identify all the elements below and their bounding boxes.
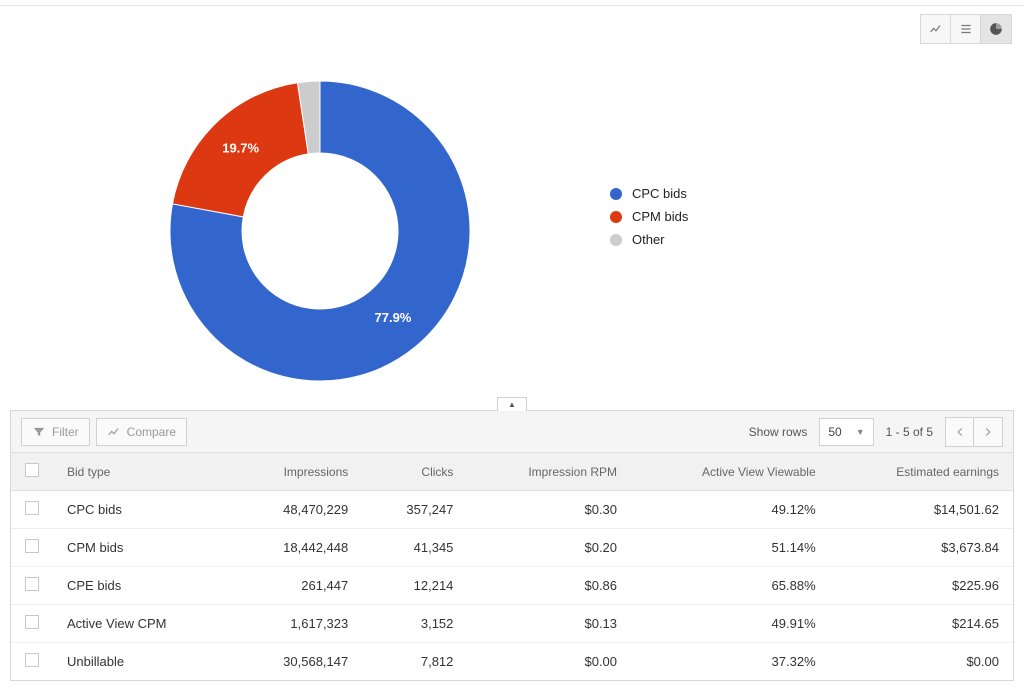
cell: 1,617,323 <box>232 605 363 643</box>
compare-label: Compare <box>127 425 176 439</box>
toolbar-right: Show rows 50 ▼ 1 - 5 of 5 <box>749 417 1003 447</box>
chart-area: 77.9% 19.7% CPC bids CPM bids Other <box>0 6 1024 396</box>
col-rpm[interactable]: Impression RPM <box>467 453 631 491</box>
table-row: CPC bids48,470,229357,247$0.3049.12%$14,… <box>11 491 1013 529</box>
cell: Unbillable <box>53 643 232 681</box>
cell: $3,673.84 <box>830 529 1013 567</box>
cell: 12,214 <box>362 567 467 605</box>
show-rows-label: Show rows <box>749 425 808 439</box>
cell: 41,345 <box>362 529 467 567</box>
rows-value: 50 <box>828 425 841 439</box>
col-impressions[interactable]: Impressions <box>232 453 363 491</box>
legend-swatch <box>610 188 622 200</box>
cell: 37.32% <box>631 643 830 681</box>
legend-swatch <box>610 211 622 223</box>
donut-label-cpm: 19.7% <box>222 141 259 156</box>
collapse-handle[interactable]: ▲ <box>497 397 527 411</box>
cell: $0.00 <box>830 643 1013 681</box>
row-checkbox[interactable] <box>25 653 39 667</box>
next-page-button[interactable] <box>974 418 1002 446</box>
chevron-left-icon <box>953 425 967 439</box>
cell: 48,470,229 <box>232 491 363 529</box>
table-header-row: Bid type Impressions Clicks Impression R… <box>11 453 1013 491</box>
col-bid-type[interactable]: Bid type <box>53 453 232 491</box>
col-clicks[interactable]: Clicks <box>362 453 467 491</box>
row-checkbox-cell <box>11 567 53 605</box>
legend-label: CPC bids <box>632 186 687 201</box>
legend-swatch <box>610 234 622 246</box>
filter-label: Filter <box>52 425 79 439</box>
cell: $0.86 <box>467 567 631 605</box>
col-earnings[interactable]: Estimated earnings <box>830 453 1013 491</box>
cell: 30,568,147 <box>232 643 363 681</box>
row-checkbox-cell <box>11 491 53 529</box>
cell: CPC bids <box>53 491 232 529</box>
compare-button[interactable]: Compare <box>96 418 187 446</box>
cell: CPM bids <box>53 529 232 567</box>
cell: 49.12% <box>631 491 830 529</box>
cell: CPE bids <box>53 567 232 605</box>
row-checkbox[interactable] <box>25 615 39 629</box>
cell: 51.14% <box>631 529 830 567</box>
prev-page-button[interactable] <box>946 418 974 446</box>
cell: $0.30 <box>467 491 631 529</box>
row-checkbox-cell <box>11 643 53 681</box>
cell: 261,447 <box>232 567 363 605</box>
table-row: CPM bids18,442,44841,345$0.2051.14%$3,67… <box>11 529 1013 567</box>
row-checkbox-cell <box>11 529 53 567</box>
filter-button[interactable]: Filter <box>21 418 90 446</box>
row-checkbox[interactable] <box>25 577 39 591</box>
table-panel: Filter Compare Show rows 50 ▼ 1 - 5 of 5 <box>10 410 1014 681</box>
cell: 49.91% <box>631 605 830 643</box>
legend-item[interactable]: CPC bids <box>610 186 688 201</box>
legend-item[interactable]: Other <box>610 232 688 247</box>
table-row: Active View CPM1,617,3233,152$0.1349.91%… <box>11 605 1013 643</box>
cell: 357,247 <box>362 491 467 529</box>
pager <box>945 417 1003 447</box>
cell: 7,812 <box>362 643 467 681</box>
chart-legend: CPC bids CPM bids Other <box>610 186 688 255</box>
col-viewable[interactable]: Active View Viewable <box>631 453 830 491</box>
cell: 18,442,448 <box>232 529 363 567</box>
filter-icon <box>32 425 46 439</box>
row-checkbox[interactable] <box>25 501 39 515</box>
row-checkbox-cell <box>11 605 53 643</box>
cell: $225.96 <box>830 567 1013 605</box>
cell: $14,501.62 <box>830 491 1013 529</box>
table-row: CPE bids261,44712,214$0.8665.88%$225.96 <box>11 567 1013 605</box>
chevron-right-icon <box>981 425 995 439</box>
donut-label-cpc: 77.9% <box>375 310 412 325</box>
cell: 65.88% <box>631 567 830 605</box>
cell: $0.13 <box>467 605 631 643</box>
cell: $0.20 <box>467 529 631 567</box>
rows-select[interactable]: 50 ▼ <box>819 418 873 446</box>
cell: Active View CPM <box>53 605 232 643</box>
legend-item[interactable]: CPM bids <box>610 209 688 224</box>
cell: 3,152 <box>362 605 467 643</box>
compare-icon <box>107 425 121 439</box>
cell: $0.00 <box>467 643 631 681</box>
cell: $214.65 <box>830 605 1013 643</box>
data-table: Bid type Impressions Clicks Impression R… <box>11 453 1013 680</box>
table-row: Unbillable30,568,1477,812$0.0037.32%$0.0… <box>11 643 1013 681</box>
row-checkbox[interactable] <box>25 539 39 553</box>
select-all-checkbox[interactable] <box>25 463 39 477</box>
chevron-down-icon: ▼ <box>856 427 865 437</box>
legend-label: Other <box>632 232 665 247</box>
donut-chart: 77.9% 19.7% <box>165 76 475 386</box>
select-all-header <box>11 453 53 491</box>
legend-label: CPM bids <box>632 209 688 224</box>
table-toolbar: Filter Compare Show rows 50 ▼ 1 - 5 of 5 <box>11 411 1013 453</box>
page-range: 1 - 5 of 5 <box>886 425 933 439</box>
